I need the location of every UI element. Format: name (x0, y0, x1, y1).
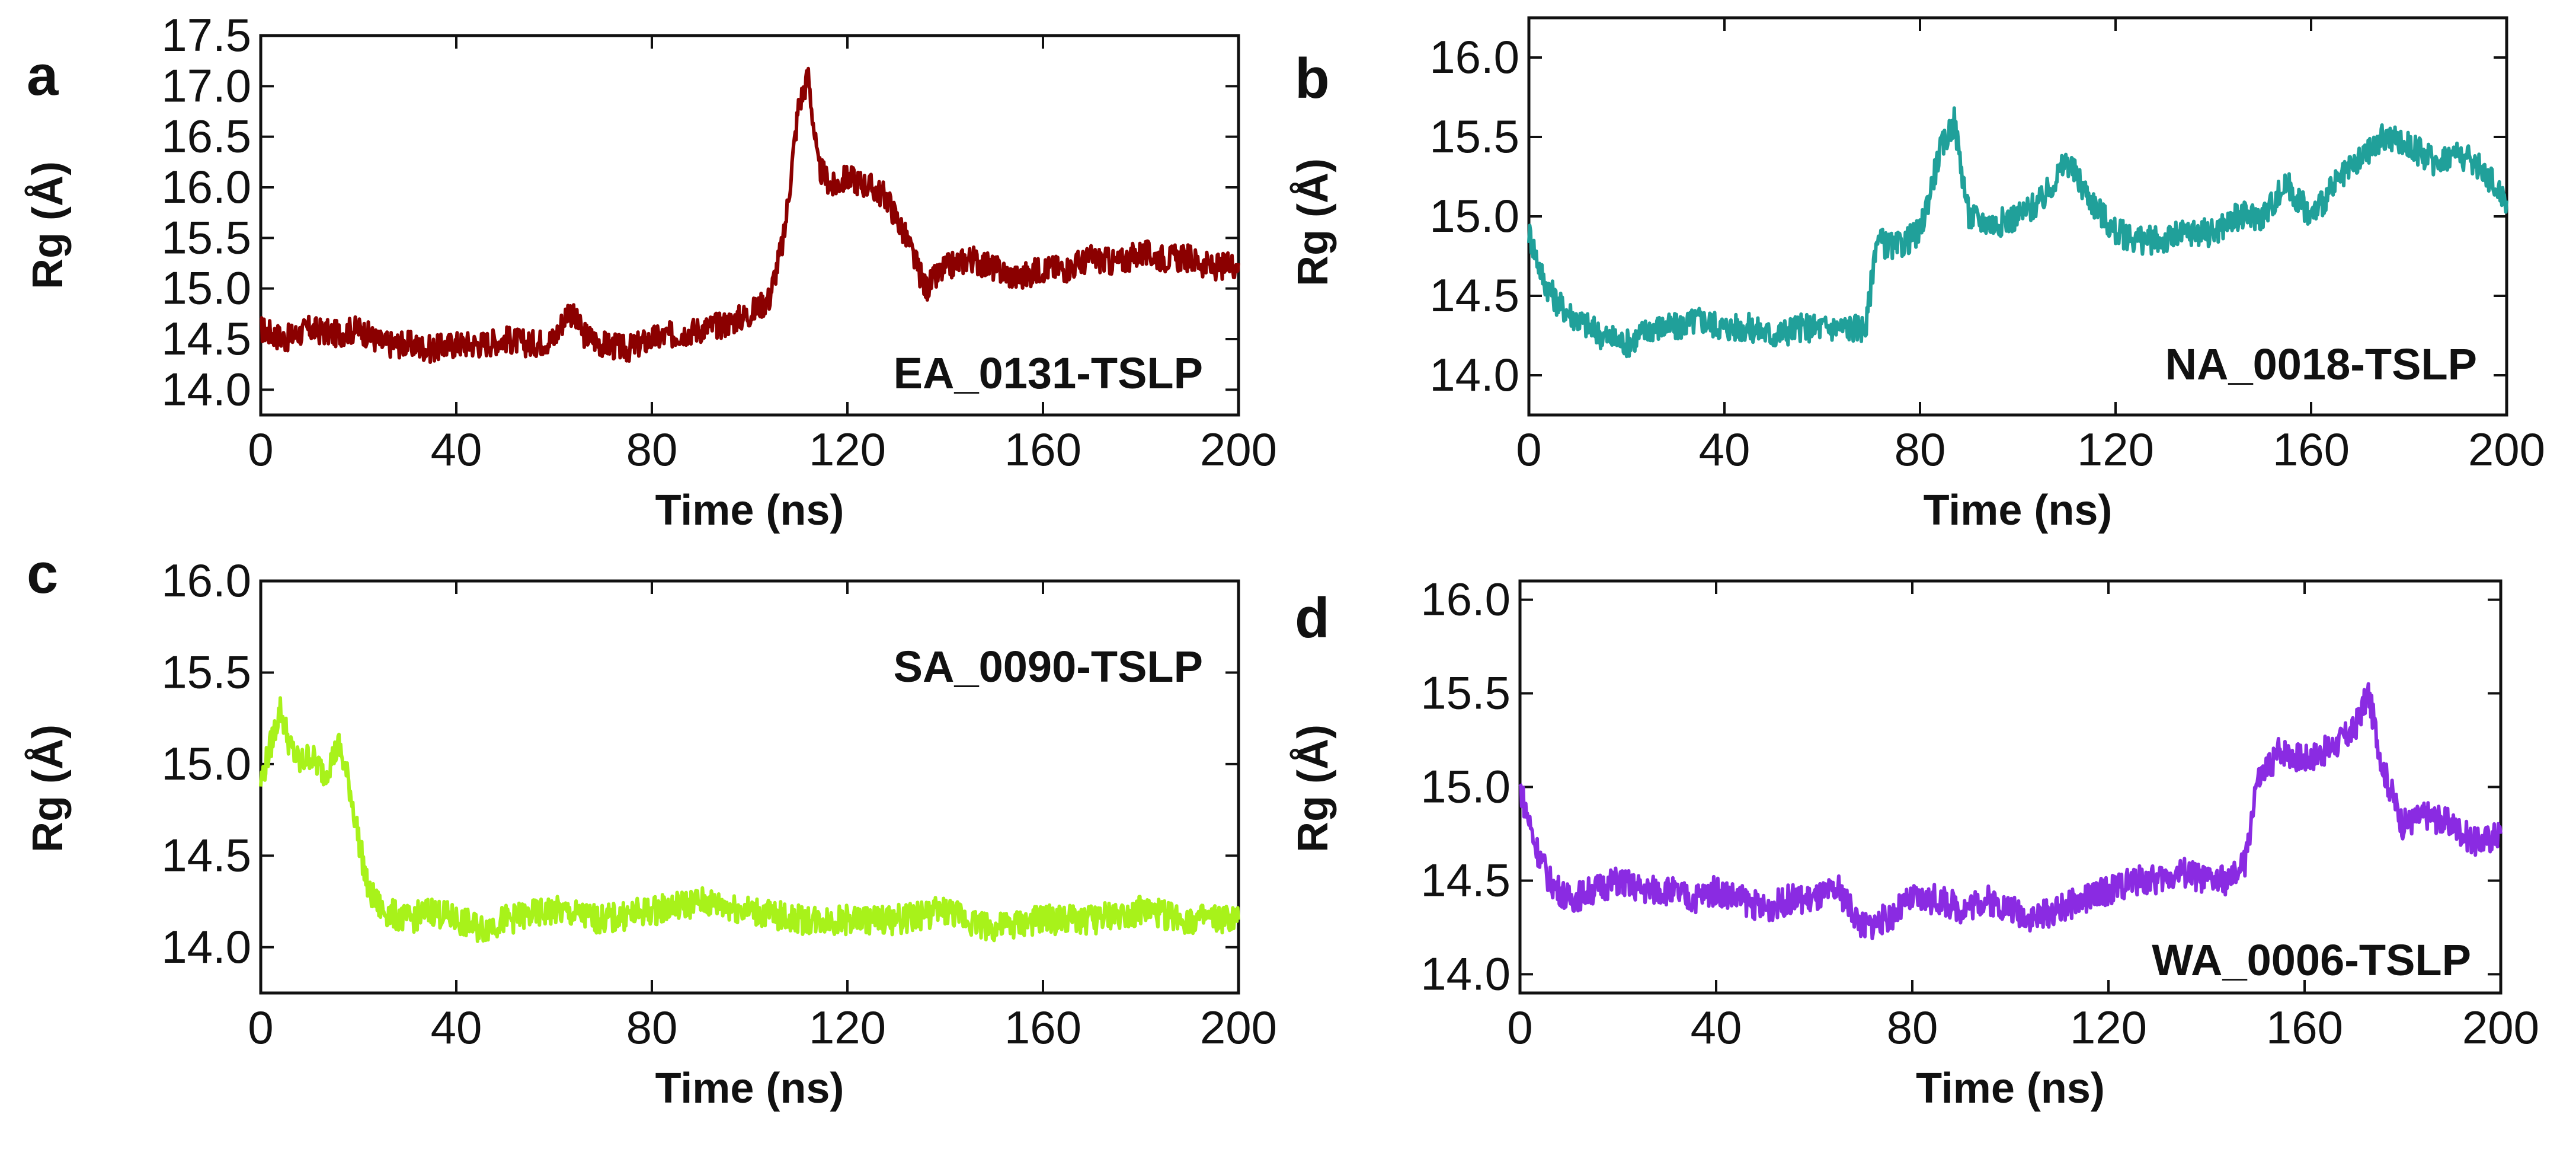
y-tick-label: 14.0 (161, 363, 251, 415)
panel-a: 0 40 80 120 160 20014.014.515.015.516.016.517… (24, 9, 1277, 534)
x-axis-title: Time (ns) (1924, 487, 2113, 534)
series-line (1518, 682, 2503, 940)
y-tick-label: 15.0 (1429, 190, 1519, 242)
x-tick-label: 200 (2462, 1001, 2539, 1053)
series-line (1527, 106, 2508, 359)
x-tick-label: 0 (248, 1001, 273, 1053)
x-tick-label: 80 (1887, 1001, 1938, 1053)
x-tick-label: 160 (1004, 423, 1081, 475)
x-tick-label: 40 (1691, 1001, 1742, 1053)
panel-b: 0 40 80 120 160 200 14.0 14.5 15.0 15.5 16.0 Time (… (1289, 16, 2545, 534)
y-tick-label: 15.5 (161, 646, 251, 698)
x-tick-label: 200 (1200, 1001, 1277, 1053)
y-tick-label: 17.0 (161, 59, 251, 111)
panel-letter: c (27, 542, 58, 605)
x-tick-label: 40 (1699, 423, 1751, 475)
y-tick-label: 14.5 (161, 829, 251, 881)
y-axis-title: Rg (Å) (24, 161, 72, 289)
series-label: WA_0006-TSLP (2152, 935, 2471, 985)
y-tick-label: 16.0 (161, 161, 251, 213)
y-tick-label: 14.5 (161, 312, 251, 365)
x-tick-label: 80 (1895, 423, 1946, 475)
y-tick-label: 17.5 (161, 9, 251, 61)
plot-frame (259, 34, 1240, 417)
series-line (260, 66, 1240, 364)
x-tick-label: 200 (2468, 423, 2545, 475)
x-tick-label: 160 (1004, 1001, 1081, 1053)
y-tick-label: 16.0 (1420, 573, 1511, 625)
y-axis-title: Rg (Å) (1289, 158, 1337, 286)
x-tick-label: 40 (431, 423, 482, 475)
x-axis-title: Time (ns) (655, 487, 844, 534)
y-tick-label: 14.0 (1420, 947, 1511, 1000)
panel-d: 0 40 80 120 160 200 14.0 14.5 15.0 15.5 16.0 Time (… (1289, 573, 2539, 1112)
x-tick-label: 160 (2273, 423, 2350, 475)
x-tick-label: 120 (2070, 1001, 2147, 1053)
x-tick-label: 0 (248, 423, 273, 475)
x-tick-label: 120 (809, 423, 886, 475)
panel-c: 0 40 80 120 160 200 14.0 14.5 15.0 15.5 16.0 Time (… (24, 542, 1277, 1112)
x-axis-title: Time (ns) (1916, 1065, 2105, 1112)
x-tick-label: 160 (2266, 1001, 2343, 1053)
y-tick-label: 15.0 (1420, 761, 1511, 813)
x-tick-label: 80 (626, 423, 678, 475)
x-tick-label: 0 (1516, 423, 1541, 475)
series-line (259, 696, 1240, 943)
x-tick-label: 80 (626, 1001, 678, 1053)
y-tick-label: 15.5 (1420, 667, 1511, 719)
y-axis-title: Rg (Å) (1289, 724, 1337, 852)
panel-letter: d (1295, 586, 1330, 650)
plot-frame (1518, 579, 2503, 995)
series-label: NA_0018-TSLP (2165, 340, 2477, 389)
y-tick-label: 14.5 (1429, 269, 1519, 321)
panel-letter: b (1295, 47, 1330, 110)
y-tick-label: 15.0 (161, 737, 251, 790)
y-tick-label: 14.0 (1429, 349, 1519, 401)
x-axis-title: Time (ns) (655, 1065, 844, 1112)
panel-letter: a (27, 44, 59, 107)
x-tick-label: 0 (1507, 1001, 1532, 1053)
y-tick-label: 14.5 (1420, 854, 1511, 906)
x-tick-label: 120 (809, 1001, 886, 1053)
y-tick-label: 16.0 (161, 554, 251, 606)
series-label: EA_0131-TSLP (894, 349, 1203, 398)
y-tick-label: 15.5 (161, 211, 251, 263)
plot-frame (259, 579, 1240, 995)
x-tick-label: 120 (2077, 423, 2154, 475)
y-tick-label: 16.0 (1429, 31, 1519, 83)
y-tick-label: 16.5 (161, 110, 251, 162)
y-tick-label: 14.0 (161, 921, 251, 973)
y-axis-title: Rg (Å) (24, 724, 72, 852)
x-tick-label: 200 (1200, 423, 1277, 475)
series-label: SA_0090-TSLP (894, 642, 1203, 691)
y-tick-label: 15.0 (161, 262, 251, 314)
x-tick-label: 40 (431, 1001, 482, 1053)
y-tick-label: 15.5 (1429, 110, 1519, 162)
